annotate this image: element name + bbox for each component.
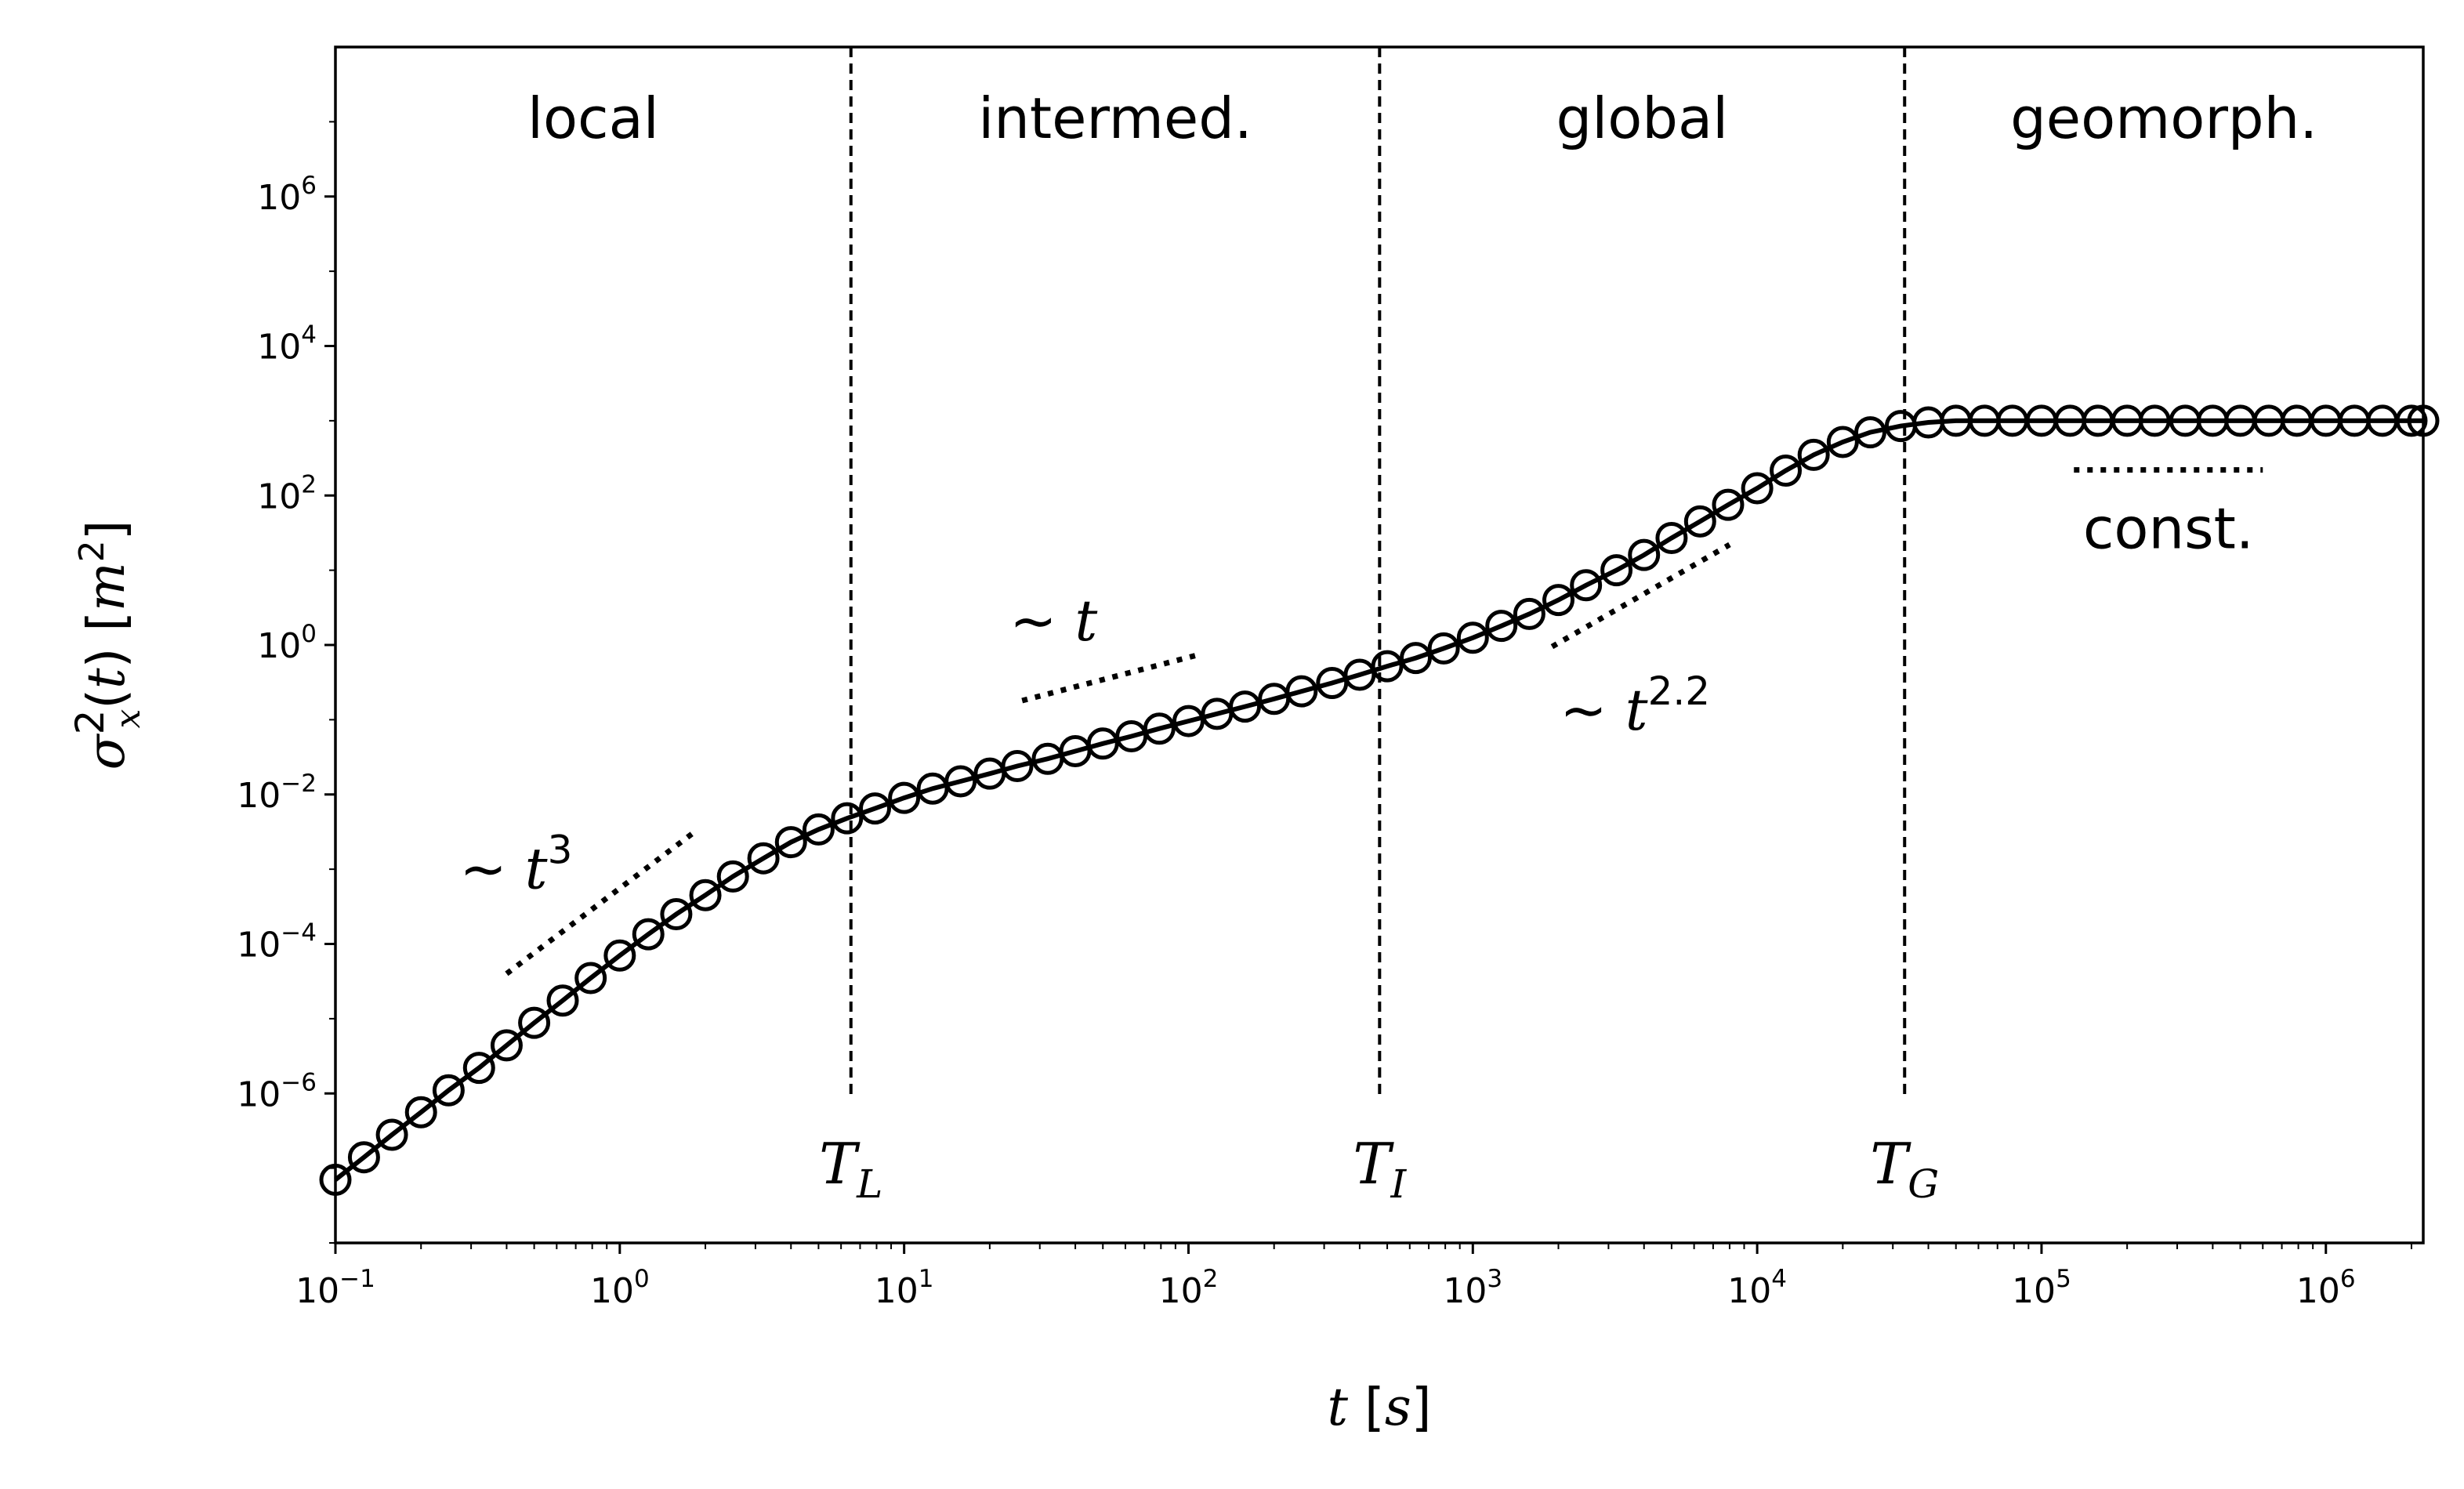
data-point bbox=[432, 1074, 465, 1107]
data-point bbox=[1427, 632, 1460, 665]
data-point bbox=[1086, 727, 1119, 760]
data-point bbox=[603, 939, 636, 972]
text-labels: 10−1 100 101 102 103 104 105 106 10−6 10−4 10−2 100… bbox=[67, 85, 2356, 1437]
data-point bbox=[1600, 554, 1633, 587]
y-tick-label: 10−2 bbox=[237, 770, 317, 816]
x-tick-label: 102 bbox=[1159, 1265, 1219, 1311]
x-tick-label: 106 bbox=[2296, 1265, 2356, 1311]
data-point bbox=[1826, 426, 1859, 458]
data-series bbox=[319, 404, 2440, 1196]
threshold-lines bbox=[849, 47, 1907, 1099]
y-tick-label: 10−4 bbox=[237, 919, 317, 965]
data-point bbox=[574, 962, 607, 994]
data-point bbox=[1797, 438, 1830, 471]
y-tick-label: 106 bbox=[257, 172, 317, 218]
data-point bbox=[774, 826, 807, 859]
region-label: intermed. bbox=[978, 85, 1252, 151]
data-point bbox=[1399, 642, 1432, 675]
data-point bbox=[1628, 538, 1661, 571]
x-tick-label: 104 bbox=[1727, 1265, 1787, 1311]
x-tick-label: 101 bbox=[875, 1265, 934, 1311]
data-point bbox=[490, 1029, 523, 1062]
data-point bbox=[1853, 416, 1886, 449]
scaling-guide-line bbox=[1021, 651, 1201, 704]
x-tick-label: 100 bbox=[590, 1265, 650, 1311]
data-point bbox=[888, 781, 921, 814]
data-point bbox=[1712, 488, 1745, 521]
data-point bbox=[546, 984, 579, 1017]
data-point bbox=[1513, 597, 1545, 630]
y-tick-label: 100 bbox=[257, 620, 317, 666]
data-point bbox=[1285, 675, 1318, 708]
threshold-label: TG bbox=[1870, 1131, 1939, 1207]
data-point bbox=[347, 1141, 380, 1174]
data-point bbox=[2395, 404, 2428, 437]
data-point bbox=[1371, 650, 1404, 683]
region-label: global bbox=[1556, 85, 1728, 151]
x-tick-label: 10−1 bbox=[295, 1265, 375, 1311]
data-point bbox=[1172, 705, 1205, 737]
scaling-guide-label: ∼ t bbox=[1009, 588, 1098, 654]
data-point bbox=[1655, 521, 1688, 554]
data-point bbox=[375, 1118, 408, 1151]
y-tick-label: 10−6 bbox=[237, 1068, 317, 1114]
y-axis-label: σ2x(t) [m2] bbox=[67, 520, 148, 770]
region-label: geomorph. bbox=[2010, 85, 2317, 151]
data-point bbox=[716, 860, 749, 893]
data-point bbox=[944, 765, 977, 798]
scaling-guide-label: const. bbox=[2083, 496, 2254, 562]
x-axis-label: t [s] bbox=[1328, 1377, 1432, 1437]
data-point bbox=[660, 898, 693, 931]
series-line bbox=[334, 418, 2423, 1182]
threshold-label: TI bbox=[1353, 1131, 1407, 1207]
axis-ticks bbox=[324, 121, 2412, 1254]
scaling-guide-label: ∼ t2.2 bbox=[1560, 668, 1710, 743]
data-point bbox=[1485, 610, 1518, 643]
threshold-label: TL bbox=[819, 1131, 882, 1207]
x-tick-label: 105 bbox=[2012, 1265, 2071, 1311]
scaling-guide-label: ∼ t3 bbox=[459, 828, 572, 902]
data-point bbox=[1683, 505, 1716, 538]
y-tick-label: 102 bbox=[257, 470, 317, 516]
scaling-guides bbox=[505, 467, 2263, 976]
data-point bbox=[1770, 455, 1803, 487]
data-point bbox=[632, 918, 665, 951]
data-point bbox=[747, 842, 780, 875]
data-point bbox=[462, 1052, 495, 1085]
region-label: local bbox=[527, 85, 659, 151]
data-point bbox=[518, 1006, 551, 1039]
x-tick-label: 103 bbox=[1443, 1265, 1502, 1311]
data-point bbox=[859, 792, 892, 825]
data-point bbox=[1229, 690, 1262, 723]
data-point bbox=[689, 879, 722, 911]
y-tick-label: 104 bbox=[257, 321, 317, 368]
data-point bbox=[1542, 584, 1575, 617]
data-point bbox=[1570, 569, 1603, 602]
data-point bbox=[802, 813, 835, 846]
data-point bbox=[1456, 621, 1489, 654]
data-point bbox=[831, 802, 864, 835]
data-point bbox=[404, 1096, 437, 1129]
data-point bbox=[1741, 472, 1774, 505]
data-point bbox=[2138, 404, 2171, 437]
data-point bbox=[1143, 712, 1176, 745]
data-point bbox=[1001, 749, 1034, 782]
